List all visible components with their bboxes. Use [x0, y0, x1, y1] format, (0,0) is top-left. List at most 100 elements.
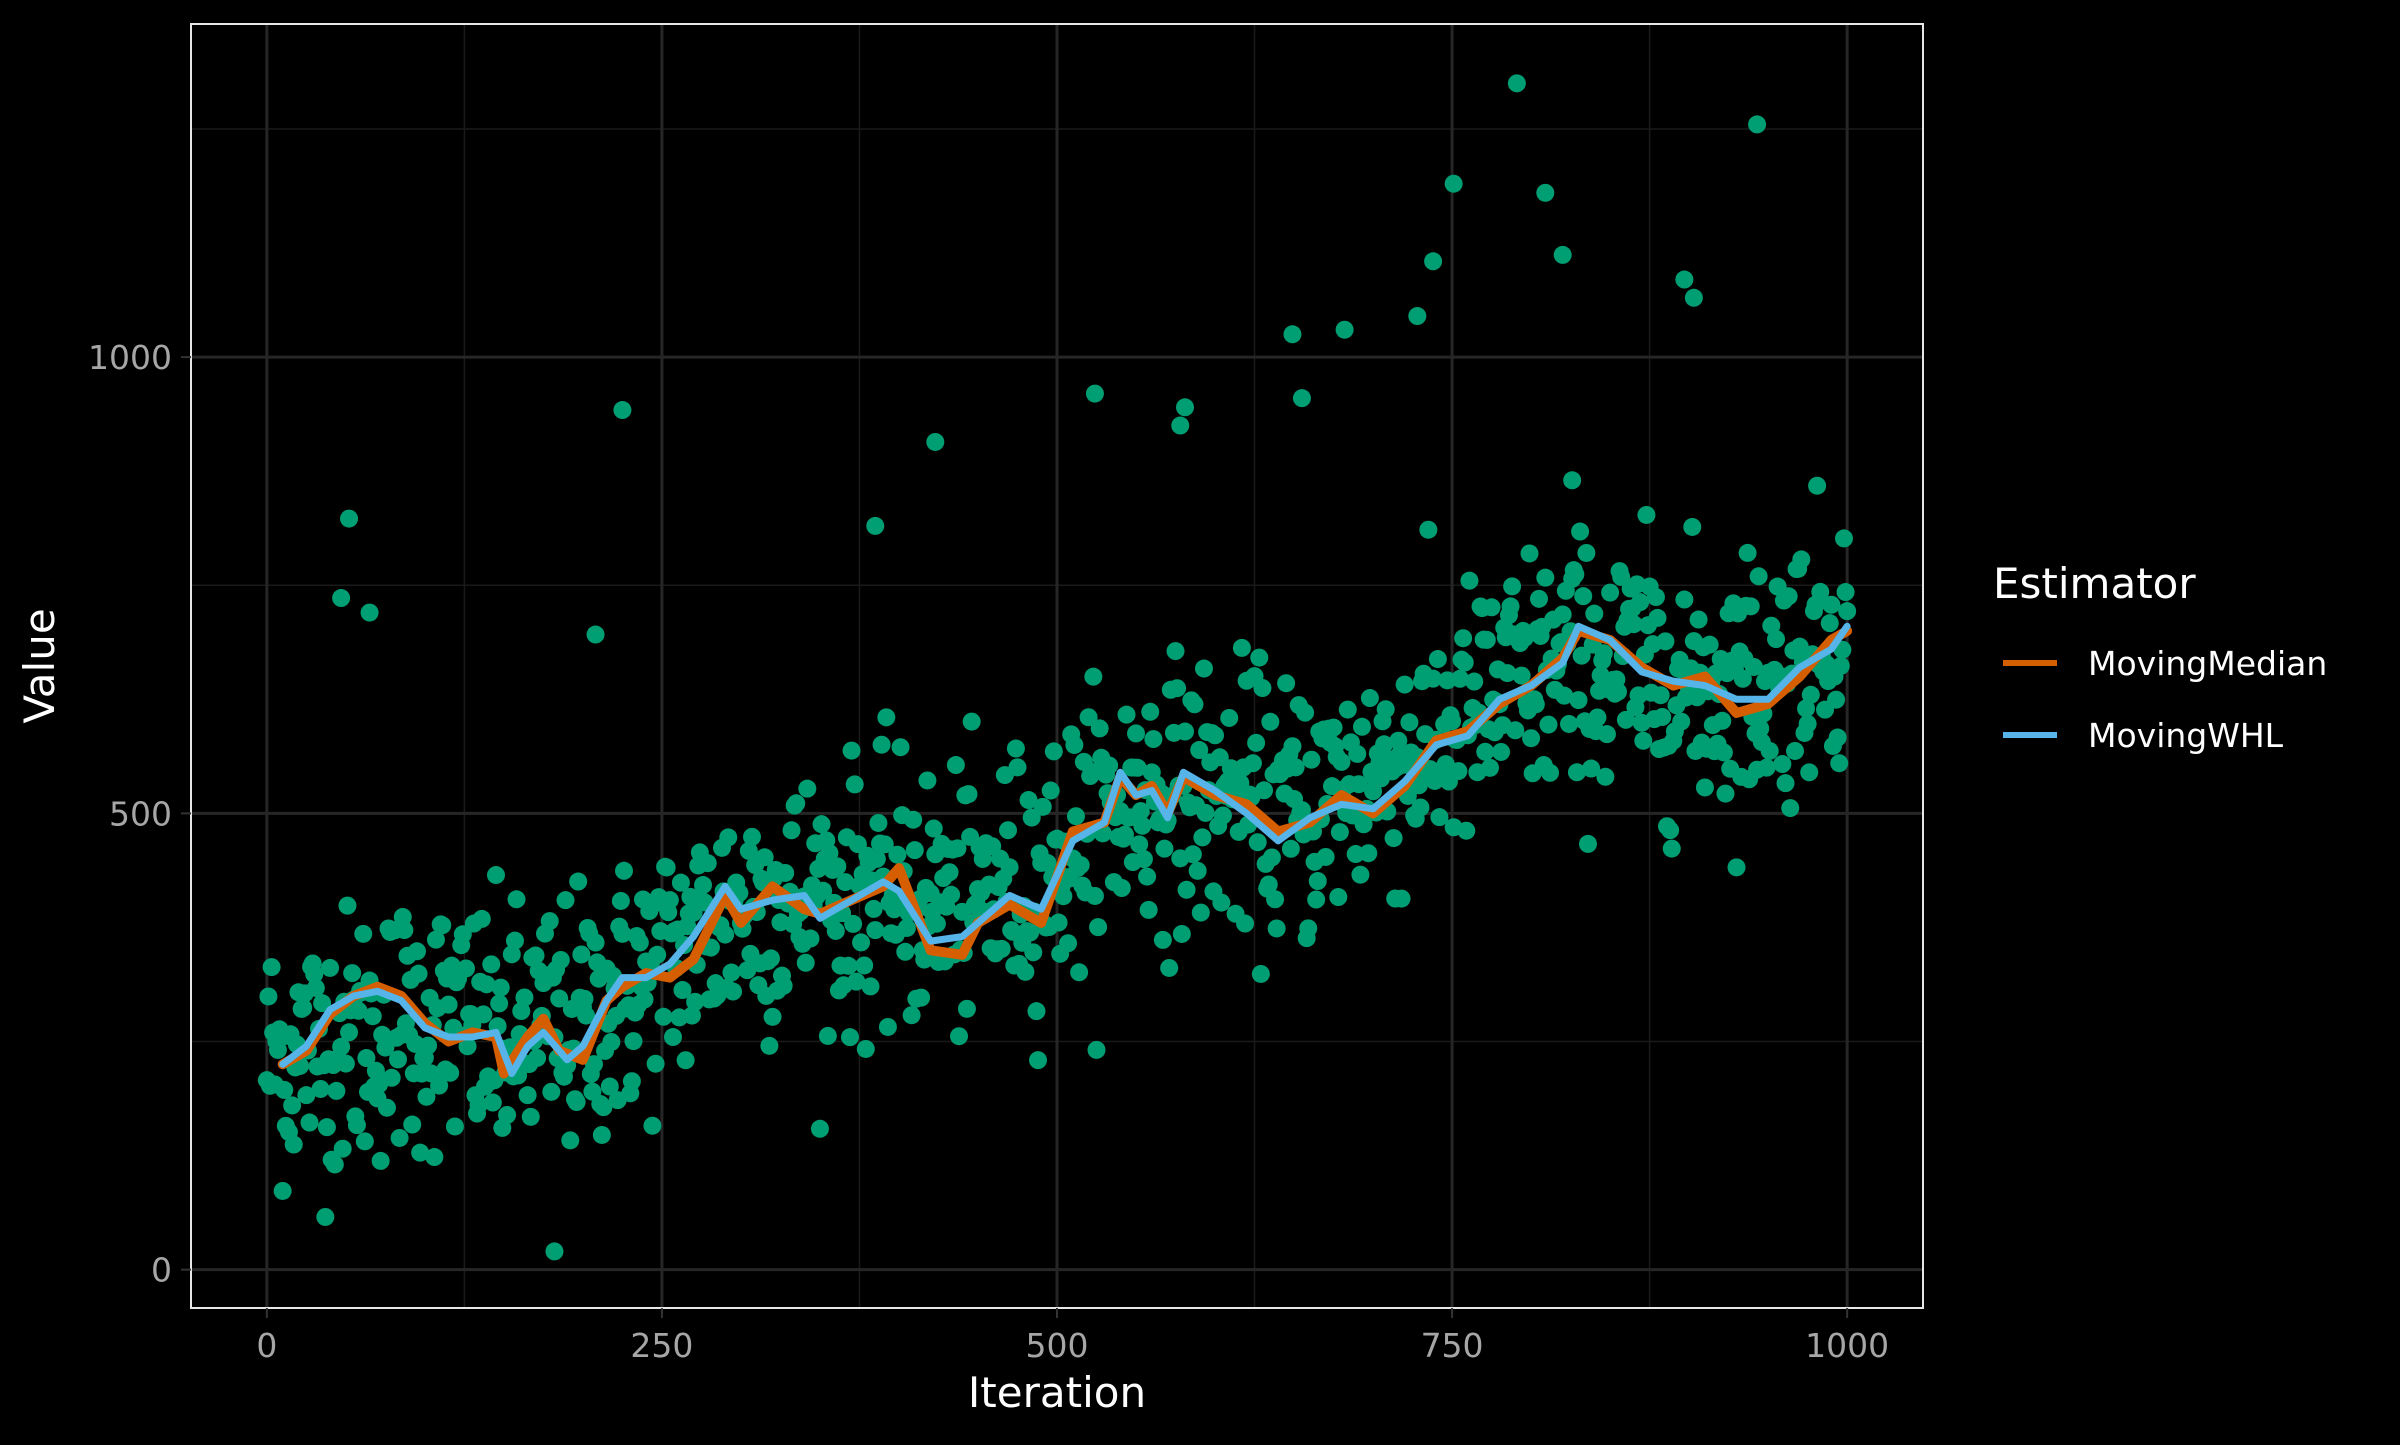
data-point [551, 950, 570, 969]
data-point [787, 794, 806, 813]
data-point [1131, 802, 1150, 821]
data-point [474, 1005, 493, 1024]
y-axis: 0 500 1000 [88, 338, 191, 1290]
data-point [1503, 577, 1522, 596]
data-point [1112, 879, 1131, 898]
data-point [567, 1093, 586, 1112]
data-point-outlier [1553, 245, 1572, 264]
data-point [550, 989, 569, 1008]
data-point [897, 918, 916, 937]
data-point [333, 1139, 352, 1158]
data-point [875, 835, 894, 854]
data-point [284, 1135, 303, 1154]
data-point [861, 977, 880, 996]
data-point [615, 861, 633, 880]
data-point [411, 1143, 430, 1162]
data-point [305, 965, 324, 984]
data-point [1588, 708, 1607, 727]
data-point [630, 933, 649, 952]
data-point [572, 945, 591, 964]
data-point [540, 912, 559, 931]
data-point [498, 1105, 517, 1124]
data-point [918, 771, 937, 790]
data-point [872, 735, 891, 754]
data-point [1624, 615, 1643, 634]
data-point [1019, 791, 1038, 810]
data-point [1349, 775, 1368, 794]
data-point [1651, 686, 1670, 705]
data-point [502, 945, 521, 964]
data-point-outlier [1748, 115, 1767, 134]
data-point [1236, 914, 1255, 933]
data-point [1210, 748, 1229, 767]
data-point [1541, 763, 1560, 782]
data-point [542, 1082, 561, 1101]
data-point [810, 1119, 829, 1138]
data-point-outlier [1444, 174, 1463, 193]
data-point [417, 1087, 436, 1106]
data-point-outlier [332, 589, 351, 608]
data-point [1515, 628, 1534, 647]
data-point [1324, 718, 1343, 737]
data-point [904, 810, 923, 829]
data-point [1569, 691, 1588, 710]
y-tick-label: 500 [109, 794, 172, 833]
data-point [445, 1117, 464, 1136]
data-point [1185, 695, 1204, 714]
data-point [556, 891, 575, 910]
data-point [273, 1181, 292, 1200]
data-point-outlier [1563, 471, 1582, 490]
data-point [755, 848, 774, 867]
data-point [724, 982, 743, 1001]
data-point-outlier [360, 603, 379, 622]
data-point [1392, 889, 1411, 908]
data-point [569, 872, 588, 891]
data-point [515, 988, 534, 1007]
data-point [1683, 517, 1702, 536]
data-point [1085, 886, 1104, 905]
data-point [915, 950, 934, 969]
y-tick-label: 0 [151, 1251, 172, 1290]
data-point [855, 956, 874, 975]
data-point [1128, 758, 1147, 777]
data-point [663, 1028, 682, 1047]
data-point [259, 987, 278, 1006]
data-point [1800, 763, 1819, 782]
data-point [1526, 695, 1545, 714]
data-point [1714, 743, 1733, 762]
data-point [1395, 675, 1414, 694]
data-point [798, 779, 817, 798]
data-point [1477, 630, 1496, 649]
data-point [1139, 900, 1158, 919]
data-point [317, 1118, 336, 1137]
data-point [294, 998, 313, 1017]
data-point [1286, 758, 1305, 777]
data-point [1594, 644, 1613, 663]
data-point [1168, 679, 1187, 698]
data-point [1262, 848, 1281, 867]
data-point [1571, 522, 1590, 541]
data-point [1130, 835, 1149, 854]
data-point [1465, 672, 1484, 691]
data-point [1251, 964, 1270, 983]
data-point [1831, 656, 1850, 675]
data-point [336, 1054, 355, 1073]
data-point [1695, 778, 1714, 797]
data-point [1476, 742, 1495, 761]
data-point [1364, 782, 1383, 801]
data-point [1536, 568, 1555, 587]
data-point [577, 1006, 596, 1025]
data-point [1457, 821, 1476, 840]
data-point [1419, 520, 1438, 539]
data-point [395, 921, 414, 940]
data-point [1555, 686, 1574, 705]
data-point [905, 841, 924, 860]
data-point-outlier [1292, 389, 1311, 408]
data-point [1261, 712, 1280, 731]
data-point [1071, 856, 1090, 875]
data-point [924, 819, 943, 838]
data-point [1308, 872, 1327, 891]
data-point [1066, 807, 1085, 826]
data-point [382, 1068, 401, 1087]
